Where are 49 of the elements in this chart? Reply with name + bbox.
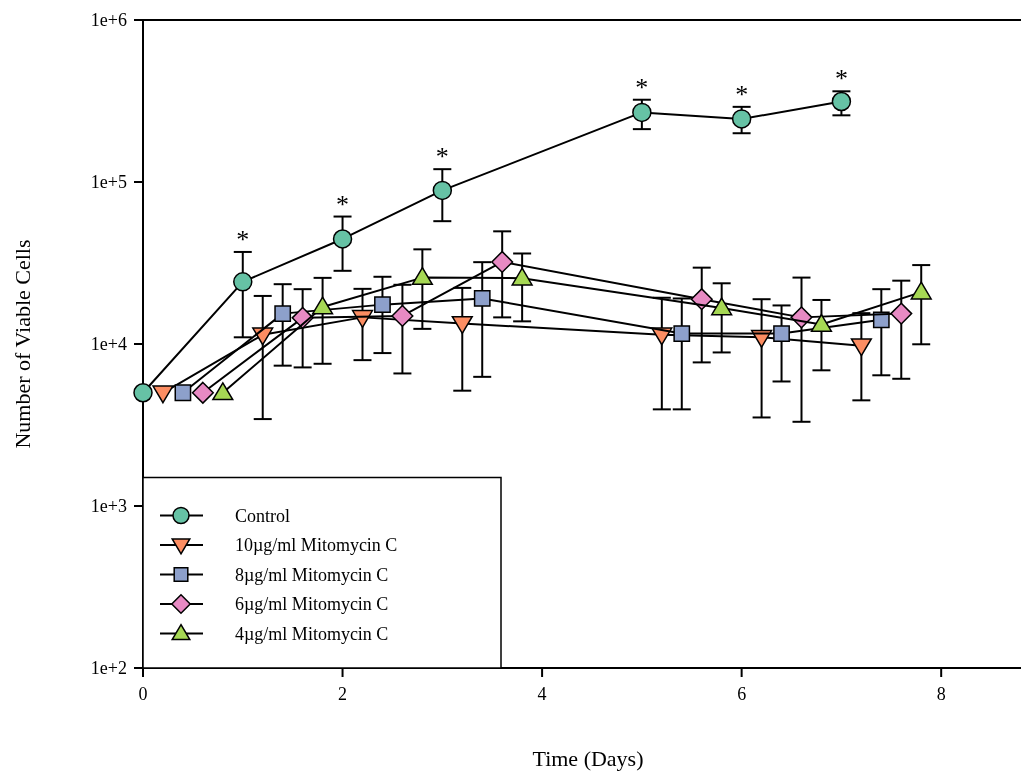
point bbox=[773, 325, 790, 342]
point bbox=[731, 109, 752, 129]
point bbox=[890, 302, 913, 325]
legend-label: 4µg/ml Mitomycin C bbox=[235, 623, 389, 644]
point bbox=[910, 281, 932, 300]
point bbox=[311, 296, 334, 315]
annotation: * bbox=[735, 79, 749, 109]
point bbox=[711, 297, 733, 316]
point bbox=[332, 229, 353, 249]
point bbox=[632, 102, 652, 123]
point bbox=[850, 338, 873, 357]
point bbox=[174, 384, 192, 402]
point bbox=[274, 305, 292, 323]
point bbox=[212, 382, 234, 401]
x-tick-label: 6 bbox=[737, 684, 747, 704]
point bbox=[491, 250, 514, 274]
annotation: * bbox=[834, 64, 848, 94]
x-tick-label: 8 bbox=[936, 684, 946, 704]
y-axis-title: Number of Viable Cells bbox=[10, 239, 35, 449]
annotation: * bbox=[635, 72, 649, 102]
point bbox=[191, 381, 214, 404]
point bbox=[473, 290, 491, 307]
legend-label: 10µg/ml Mitomycin C bbox=[235, 535, 398, 556]
point bbox=[152, 385, 174, 404]
point bbox=[673, 325, 691, 342]
point bbox=[391, 304, 414, 328]
annotation: * bbox=[435, 142, 449, 172]
point bbox=[831, 91, 852, 112]
y-tick-label: 1e+6 bbox=[90, 10, 127, 31]
point bbox=[133, 383, 153, 403]
y-tick-label: 1e+5 bbox=[90, 172, 127, 193]
x-tick-label: 2 bbox=[338, 684, 348, 704]
legend-label: 6µg/ml Mitomycin C bbox=[235, 594, 389, 615]
x-tick-label: 0 bbox=[138, 684, 148, 704]
legend-label: Control bbox=[235, 505, 291, 526]
point bbox=[432, 180, 453, 201]
y-tick-label: 1e+4 bbox=[90, 334, 127, 355]
point bbox=[511, 267, 533, 286]
y-tick-label: 1e+2 bbox=[90, 658, 127, 679]
point bbox=[233, 272, 253, 292]
x-axis-title: Time (Days) bbox=[532, 746, 644, 771]
x-tick-label: 4 bbox=[537, 684, 547, 704]
annotation: * bbox=[336, 189, 350, 219]
point bbox=[411, 266, 434, 286]
point bbox=[374, 296, 391, 314]
annotation: * bbox=[236, 224, 250, 254]
y-tick-label: 1e+3 bbox=[90, 496, 127, 517]
point bbox=[451, 315, 473, 335]
legend-label: 8µg/ml Mitomycin C bbox=[235, 564, 389, 585]
